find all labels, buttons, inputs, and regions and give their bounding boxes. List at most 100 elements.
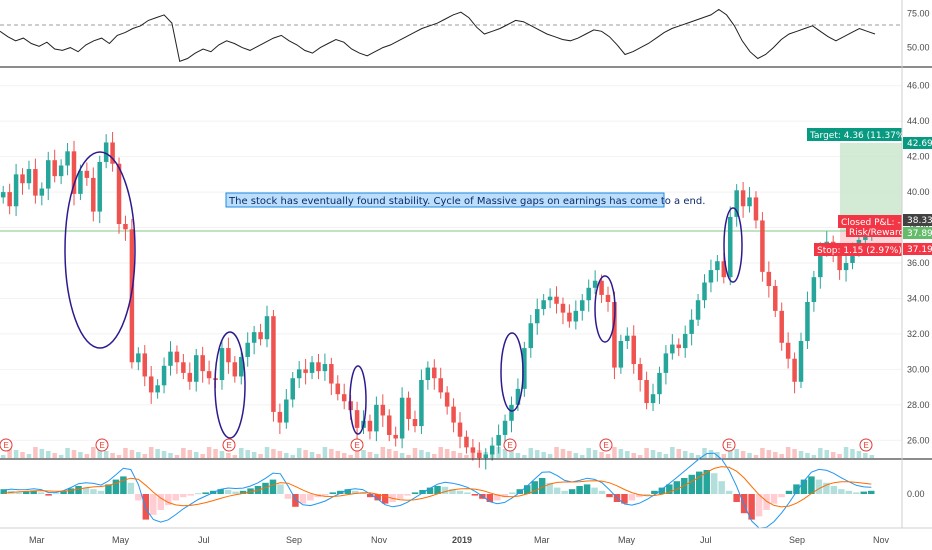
time-tick-label: Nov: [371, 535, 388, 545]
volume-bar: [811, 455, 817, 458]
volume-bar: [573, 453, 579, 458]
candle-body: [515, 388, 521, 405]
candle-body: [386, 415, 392, 435]
macd-histogram-bar: [351, 490, 359, 494]
earnings-marker[interactable]: E: [0, 438, 13, 452]
volume-bar: [740, 451, 746, 458]
candle-body: [425, 367, 431, 380]
macd-histogram-bar: [838, 489, 845, 494]
svg-text:E: E: [508, 441, 513, 450]
macd-histogram-bar: [0, 489, 7, 494]
macd-histogram-bar: [621, 494, 628, 504]
candle-body: [187, 372, 193, 382]
volume-bar: [489, 454, 495, 458]
volume-bar: [554, 447, 559, 458]
earnings-marker[interactable]: E: [95, 438, 109, 452]
volume-bar: [148, 447, 154, 458]
earnings-marker[interactable]: E: [503, 438, 517, 452]
gap-ellipse-5: [594, 275, 616, 343]
volume-bar: [599, 452, 604, 458]
price-tick-label: 28.00: [907, 400, 930, 410]
svg-text:E: E: [227, 441, 232, 450]
macd-histogram-bar: [434, 486, 441, 494]
volume-bar: [753, 455, 759, 458]
volume-bar: [412, 448, 418, 458]
macd-panel: [0, 452, 875, 529]
candle-body: [374, 404, 379, 432]
candle-body: [251, 332, 257, 343]
macd-histogram-bar: [800, 479, 808, 494]
candle-body: [618, 341, 624, 368]
volume-bar: [560, 449, 566, 458]
volume-bar: [586, 448, 591, 458]
candle-body: [258, 332, 263, 340]
volume-bar: [734, 449, 739, 458]
candle-body: [380, 404, 386, 416]
price-tick-label: 44.00: [907, 116, 930, 126]
svg-text:E: E: [604, 441, 609, 450]
candle-body: [148, 376, 154, 393]
svg-text:E: E: [100, 441, 105, 450]
volume-bar: [309, 452, 315, 458]
candle-body: [226, 348, 231, 363]
candle-body: [650, 394, 656, 404]
candle-body: [91, 177, 96, 212]
price-tick-label: 46.00: [907, 81, 930, 91]
volume-bar: [509, 451, 514, 458]
volume-bar: [779, 454, 784, 458]
time-tick-label: 2019: [452, 535, 472, 545]
macd-histogram-bar: [703, 470, 710, 494]
macd-histogram-bar: [524, 485, 531, 494]
candle-body: [682, 333, 688, 349]
macd-tick-label: 0.00: [907, 489, 925, 499]
candle-body: [52, 160, 57, 177]
macd-histogram-bar: [60, 490, 67, 494]
earnings-marker[interactable]: E: [350, 438, 364, 452]
volume-bar: [869, 455, 875, 458]
volume-bar: [316, 454, 321, 458]
candle-body: [567, 312, 572, 322]
price-tick-label: 34.00: [907, 293, 930, 303]
macd-histogram-bar: [464, 492, 471, 494]
earnings-marker[interactable]: E: [859, 438, 873, 452]
volume-bar: [136, 452, 141, 458]
earnings-marker[interactable]: E: [222, 438, 236, 452]
candle-body: [78, 170, 83, 194]
candle-body: [708, 270, 714, 283]
volume-bar: [97, 449, 102, 458]
macd-histogram-bar: [673, 481, 681, 494]
volume-bar: [451, 451, 456, 458]
macd-histogram-bar: [135, 494, 142, 501]
macd-histogram-bar: [471, 494, 479, 496]
candle-body: [13, 174, 19, 207]
macd-histogram-bar: [22, 491, 30, 494]
volume-bar: [354, 448, 360, 458]
current-price-text: 38.33: [907, 216, 932, 226]
earnings-marker[interactable]: E: [599, 438, 613, 452]
macd-histogram-bar: [501, 494, 509, 498]
macd-histogram-bar: [860, 491, 868, 494]
candle-body: [760, 220, 765, 272]
earnings-marker[interactable]: E: [722, 438, 736, 452]
candle-body: [354, 410, 360, 428]
volume-bar: [361, 450, 366, 458]
macd-histogram-bar: [606, 494, 613, 498]
volume-bar: [129, 450, 135, 458]
macd-histogram-bar: [696, 471, 703, 494]
macd-histogram-bar: [725, 490, 733, 494]
macd-histogram-bar: [509, 492, 516, 494]
candle-body: [689, 319, 694, 334]
time-tick-label: Mar: [534, 535, 550, 545]
candle-body: [193, 355, 199, 382]
volume-bar: [695, 455, 701, 458]
volume-bar: [213, 449, 218, 458]
volume-bar: [284, 453, 289, 458]
volume-bar: [406, 455, 411, 458]
candle-body: [367, 420, 373, 432]
macd-histogram-bar: [516, 489, 524, 494]
volume-bar: [850, 449, 855, 458]
price-gridlines: [0, 85, 902, 441]
macd-histogram-bar: [486, 494, 494, 502]
candle-body: [721, 261, 727, 278]
volume-bar: [322, 447, 328, 458]
